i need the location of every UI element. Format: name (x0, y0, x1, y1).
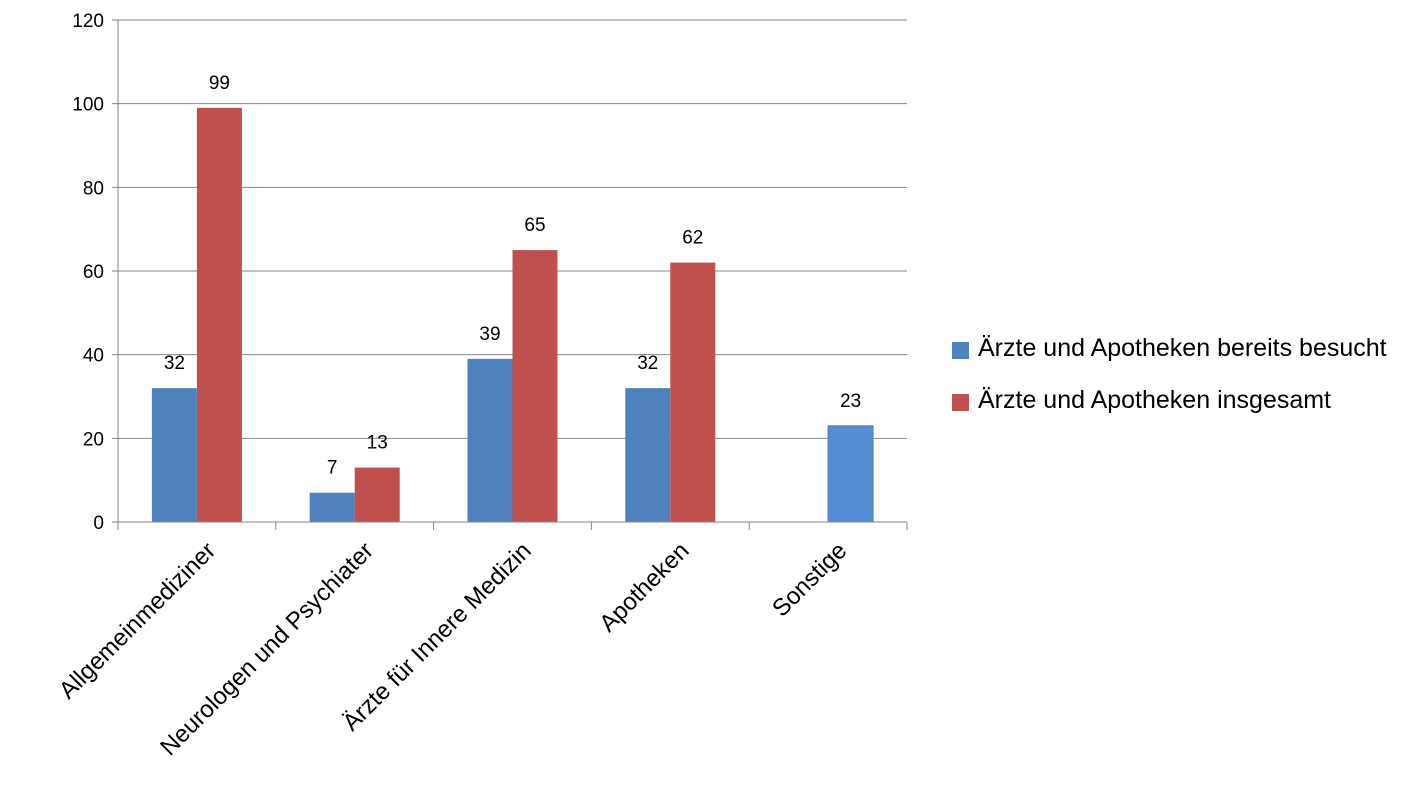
y-tick-label-40: 40 (83, 346, 104, 367)
legend-swatch-series-2 (952, 394, 969, 411)
bar-series-2-cat-2 (354, 467, 400, 522)
data-label-series-1-cat-4: 32 (637, 353, 658, 374)
x-category-label-5: Sonstige (767, 537, 852, 622)
y-tick-label-120: 120 (72, 11, 104, 32)
bar-series-2-cat-3 (512, 250, 558, 523)
bar-series-1-cat-5 (827, 425, 874, 523)
legend-swatch-series-1 (952, 342, 969, 359)
y-tick-label-0: 0 (93, 513, 104, 534)
y-tick-label-60: 60 (83, 262, 104, 283)
y-tick-label-100: 100 (72, 95, 104, 116)
legend-label-series-1: Ärzte und Apotheken bereits besucht (978, 334, 1387, 362)
data-label-series-1-cat-1: 32 (164, 353, 185, 374)
data-label-series-2-cat-2: 13 (367, 433, 388, 454)
axes (112, 19, 908, 530)
data-label-series-2-cat-1: 99 (209, 73, 230, 94)
bar-series-1-cat-3 (467, 358, 513, 522)
data-label-series-2-cat-4: 62 (682, 228, 703, 249)
x-category-label-1: Allgemeinmediziner (54, 537, 221, 704)
y-tick-label-80: 80 (83, 178, 104, 199)
data-label-series-1-cat-2: 7 (327, 458, 338, 479)
bar-series-2-cat-1 (196, 107, 242, 522)
legend: Ärzte und Apotheken bereits besucht Ärzt… (952, 330, 1402, 434)
bar-series-2-cat-4 (670, 262, 716, 522)
y-tick-label-20: 20 (83, 429, 104, 450)
data-label-series-2-cat-3: 65 (524, 215, 545, 236)
legend-label-series-2: Ärzte und Apotheken insgesamt (978, 386, 1332, 414)
legend-item-series-1: Ärzte und Apotheken bereits besucht (952, 330, 1402, 366)
bar-series-1-cat-1 (151, 388, 197, 522)
bar-series-1-cat-2 (309, 492, 355, 522)
legend-item-series-2: Ärzte und Apotheken insgesamt (952, 382, 1402, 418)
bar-series-1-cat-4 (625, 388, 671, 522)
labels: 0 20 40 60 80 100 120 32 99 Allgemeinmediziner 7 13… (54, 11, 861, 761)
data-label-series-1-cat-3: 39 (479, 324, 500, 345)
x-category-label-4: Apotheken (594, 537, 694, 637)
bars (151, 107, 874, 523)
data-label-series-1-cat-5: 23 (840, 391, 861, 412)
